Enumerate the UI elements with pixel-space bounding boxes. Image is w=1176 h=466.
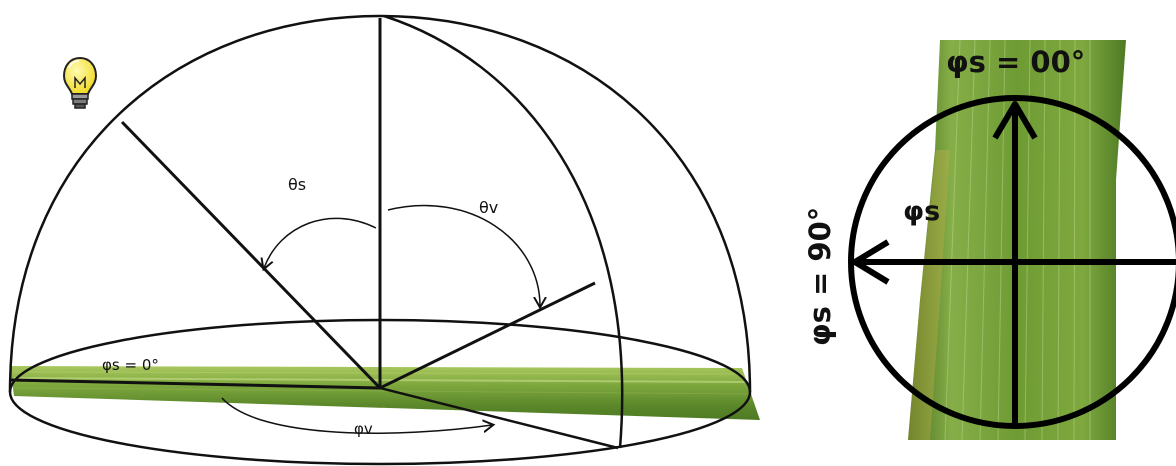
- phi-s-00-label: φs = 00°: [946, 45, 1085, 79]
- left-arrow-head: [852, 239, 890, 285]
- leaf-blade: [10, 366, 760, 420]
- up-arrow-head: [992, 101, 1038, 140]
- azimuth-diagram: φs = 00° φs φs = 90°: [803, 40, 1176, 440]
- phi-v-label: φv: [354, 420, 373, 438]
- theta-s-label: θs: [288, 175, 306, 194]
- hemisphere-dome: [8, 14, 752, 393]
- phi-s-90-label: φs = 90°: [803, 207, 837, 346]
- light-bulb-icon: [62, 56, 98, 109]
- theta-v-arc: [387, 204, 540, 306]
- view-azimuth-projection: [379, 386, 619, 450]
- view-meridian-inner-arc: [384, 16, 600, 283]
- phi-v-arc: [221, 397, 492, 434]
- phi-s-label: φs: [903, 196, 940, 227]
- azimuth-reference-line: [9, 378, 381, 390]
- theta-s-arc: [264, 217, 377, 268]
- view-direction-line: [379, 281, 596, 390]
- theta-v-label: θv: [479, 198, 498, 217]
- sun-direction-line: [120, 120, 382, 390]
- hemisphere-diagram: θs θv φs = 0° φv: [8, 14, 760, 466]
- phi-s-zero-label: φs = 0°: [102, 356, 159, 374]
- view-meridian-arc: [383, 14, 624, 449]
